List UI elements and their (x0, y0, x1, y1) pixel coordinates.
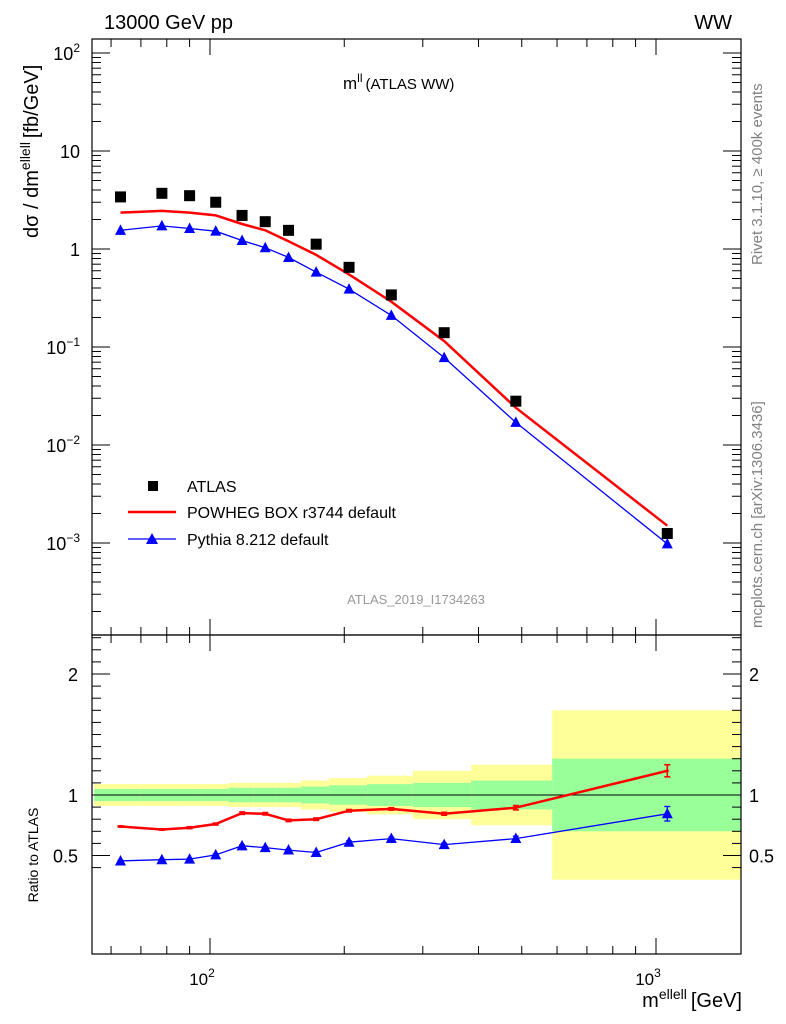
atlas-point (661, 528, 673, 540)
powheg-ratio-point (214, 822, 218, 826)
atlas-point (210, 196, 222, 208)
atlas-point (343, 261, 355, 273)
atlas-point (156, 187, 168, 199)
ratio-y-tick-label-right: 2 (749, 665, 759, 685)
pythia-point (259, 241, 271, 253)
pythia-point (343, 283, 355, 294)
pythia-ratio-point (283, 844, 295, 855)
ratio-frame (91, 634, 742, 955)
pythia-ratio-point (343, 836, 355, 847)
y-tick-label: 1 (70, 240, 80, 260)
pythia-ratio-point (210, 848, 222, 860)
pythia-ratio-point (438, 838, 450, 850)
header-left: 13000 GeV pp (104, 12, 233, 34)
pythia-curve (120, 225, 668, 545)
ratio-y-tick-label: 2 (68, 665, 78, 685)
powheg-ratio-point (665, 769, 669, 773)
analysis-watermark: ATLAS_2019_I1734263 (347, 592, 485, 607)
pythia-ratio-point (184, 853, 196, 864)
powheg-ratio-point (314, 817, 318, 821)
ratio-y-axis-label: Ratio to ATLAS (25, 808, 41, 903)
ratio-panel: 102 103 2 2 1 1 0.5 0.5 Ratio to ATLAS mellell[… (25, 634, 774, 1012)
ratio-y-tick-label: 1 (68, 786, 78, 806)
powheg-ratio-point (514, 806, 518, 810)
main-axis-ticks: 102 10 1 10−1 10−2 10−3 (46, 39, 741, 635)
legend-pythia-label: Pythia 8.212 default (187, 532, 329, 549)
pythia-ratio-point (310, 846, 322, 857)
pythia-ratio-point (236, 839, 248, 851)
legend: ATLAS POWHEG BOX r3744 default Pythia 8.… (128, 479, 397, 549)
ratio-y-tick-label-right: 0.5 (749, 847, 774, 867)
powheg-ratio-point (286, 818, 291, 823)
powheg-ratio-point (263, 812, 267, 816)
atlas-point (310, 238, 322, 250)
pythia-point (156, 219, 168, 231)
x-axis-label: mellell [GeV] (642, 986, 742, 1012)
powheg-ratio-point (187, 826, 192, 830)
y-tick-label: 10−1 (46, 335, 80, 358)
pythia-ratio-point (385, 832, 397, 844)
ratio-axis-ticks: 102 103 2 2 1 1 0.5 0.5 (53, 635, 774, 989)
ratio-y-tick-label-right: 1 (749, 786, 759, 806)
main-markers (115, 187, 673, 549)
plot-title: mll (ATLAS WW) (343, 71, 454, 93)
pythia-point (236, 234, 248, 246)
ratio-y-tick-label: 0.5 (53, 847, 78, 867)
atlas-point (510, 395, 522, 407)
x-tick-label: 102 (189, 966, 215, 989)
powheg-ratio-point (442, 812, 446, 816)
powheg-ratio-point (118, 824, 123, 829)
pythia-point (283, 251, 295, 262)
atlas-point (236, 209, 248, 221)
atlas-point (283, 224, 295, 236)
y-tick-label: 10−3 (46, 531, 80, 554)
main-panel: 102 10 1 10−1 10−2 10−3 mll (ATLAS WW) dσ / dm… (17, 38, 742, 636)
legend-atlas-label: ATLAS (187, 479, 237, 496)
powheg-ratio-point (240, 811, 244, 815)
mcplots-label: mcplots.cern.ch [arXiv:1306.3436] (749, 401, 766, 628)
pythia-ratio-point (661, 807, 673, 819)
y-tick-label: 10 (60, 142, 80, 162)
ratio-markers (115, 763, 673, 866)
atlas-point (115, 191, 127, 203)
powheg-ratio-point (160, 827, 164, 832)
pythia-ratio-point (115, 854, 127, 866)
legend-pythia-marker (146, 533, 158, 544)
pythia-point (385, 309, 397, 320)
pythia-ratio-point (156, 853, 168, 865)
x-tick-label: 103 (635, 966, 661, 989)
pythia-ratio-point (510, 832, 522, 844)
rivet-label: Rivet 3.1.10, ≥ 400k events (749, 83, 766, 265)
legend-powheg-label: POWHEG BOX r3744 default (187, 505, 397, 522)
pythia-point (184, 222, 196, 233)
legend-atlas-marker (148, 481, 158, 491)
atlas-point (184, 190, 196, 202)
pythia-ratio-point (259, 841, 271, 853)
powheg-curve (120, 209, 669, 527)
powheg-ratio-point (389, 807, 393, 811)
pythia-point (210, 225, 222, 236)
pythia-point (438, 351, 450, 363)
pythia-point (115, 224, 127, 235)
y-tick-label: 102 (53, 41, 80, 64)
atlas-point (438, 327, 450, 339)
header-right: WW (694, 12, 732, 34)
powheg-ratio-point (347, 809, 351, 813)
atlas-point (385, 289, 397, 301)
pythia-point (510, 416, 522, 427)
atlas-point (259, 216, 271, 228)
y-axis-label: dσ / dmellell[fb/GeV] (17, 65, 43, 238)
pythia-point (661, 537, 673, 549)
y-tick-label: 10−2 (46, 433, 80, 456)
pythia-point (310, 266, 322, 277)
